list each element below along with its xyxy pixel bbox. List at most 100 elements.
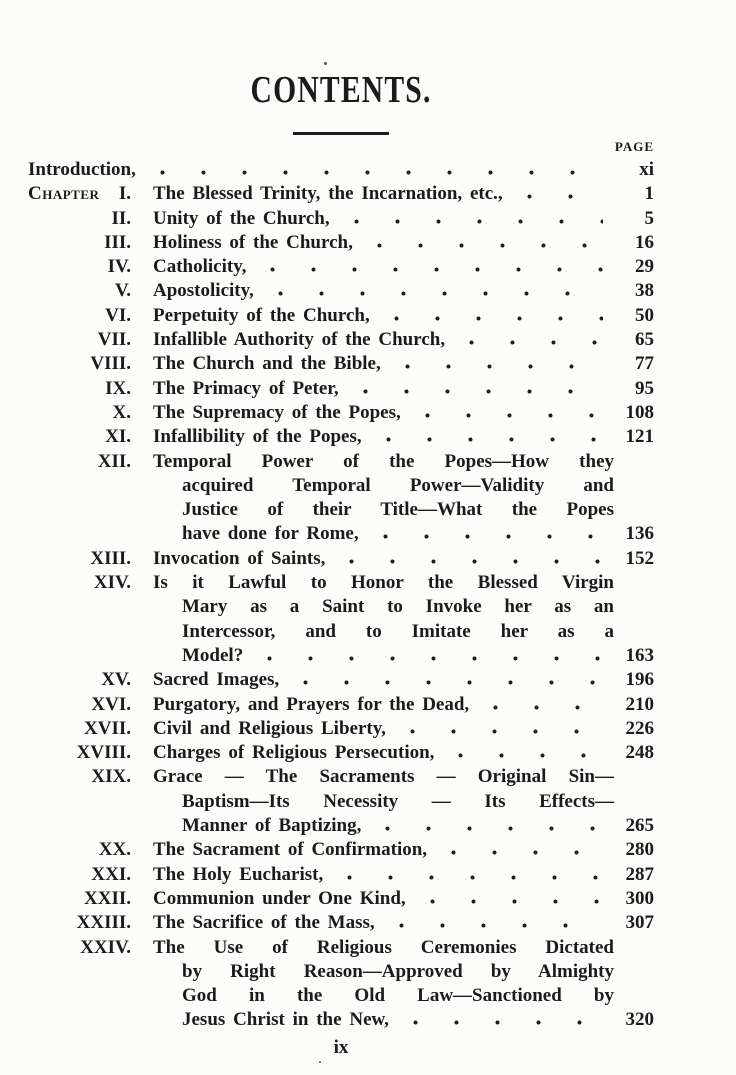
entry-line-text: Introduction,	[28, 159, 136, 180]
divider-rule	[293, 132, 389, 135]
leader-dots	[398, 1020, 603, 1026]
toc-entry: VII. Infallible Authority of the Church, 6…	[28, 328, 654, 352]
entry-body: Invocation of Saints, 152	[153, 547, 654, 571]
entry-numeral: XVI.	[91, 693, 131, 715]
toc-entry: XIV. Is it Lawful to Honor the Blessed Vi…	[28, 571, 654, 668]
entry-numeral: V.	[114, 280, 131, 302]
entry-numeral: III.	[104, 231, 131, 253]
entry-line-text: Jesus Christ in the New,	[182, 1009, 389, 1031]
entry-body: Purgatory, and Prayers for the Dead, 210	[153, 693, 654, 717]
entry-numeral: XV.	[101, 669, 131, 691]
toc-entry: II. Unity of the Church, 5	[28, 207, 654, 231]
entry-chapter-prefix: Chapter	[28, 183, 100, 205]
scan-speck	[324, 62, 327, 65]
entry-page-number: 29	[635, 256, 654, 278]
entry-last-line: Catholicity, 29	[153, 255, 654, 279]
entry-last-line: Introduction, xi	[28, 158, 654, 182]
leader-dots	[256, 267, 603, 273]
entry-last-line: The Holy Eucharist, 287	[153, 863, 654, 887]
entry-numeral-cell: II.	[28, 207, 131, 231]
entry-body: The Sacrifice of the Mass, 307	[153, 911, 654, 935]
entry-last-line: Model? 163	[153, 644, 654, 668]
entry-line: The Use of Religious Ceremonies Dictated	[153, 936, 614, 958]
toc-entry: IX. The Primacy of Peter, 95	[28, 377, 654, 401]
toc-entry: V. Apostolicity, 38	[28, 279, 654, 303]
entry-line-text: The Holy Eucharist,	[153, 863, 324, 885]
entry-line-text: Infallible Authority of the Church,	[153, 329, 446, 351]
entry-page-number: 65	[635, 329, 654, 351]
entry-line: acquired Temporal Power—Validity and	[182, 474, 614, 496]
entry-last-line: have done for Rome, 136	[153, 522, 654, 546]
entry-numeral: XXIV.	[80, 936, 131, 958]
toc-entry: XX. The Sacrament of Confirmation, 280	[28, 838, 654, 862]
leader-dots	[415, 898, 603, 904]
leader-dots	[444, 753, 603, 759]
entry-numeral: XII.	[97, 450, 131, 472]
entry-numeral-cell: XII.	[28, 450, 131, 474]
entry-page-number: 152	[625, 547, 655, 569]
leader-dots	[410, 412, 603, 418]
leader-dots	[437, 850, 603, 856]
entry-page-number: 210	[625, 693, 655, 715]
entry-line-text: Catholicity,	[153, 256, 247, 278]
entry-body: The Primacy of Peter, 95	[153, 377, 654, 401]
leader-dots	[512, 194, 603, 200]
entry-numeral-cell: XXI.	[28, 863, 131, 887]
toc-entry: IV. Catholicity, 29	[28, 255, 654, 279]
toc-entry: XVIII. Charges of Religious Persecution, 2…	[28, 741, 654, 765]
entry-numeral: XIII.	[90, 547, 131, 569]
entry-numeral-cell: X.	[28, 401, 131, 425]
entry-body: Sacred Images, 196	[153, 668, 654, 692]
entry-numeral: X.	[112, 401, 131, 423]
entry-numeral-cell: XVIII.	[28, 741, 131, 765]
toc-entry: III. Holiness of the Church, 16	[28, 231, 654, 255]
leader-dots	[390, 364, 603, 370]
page-title: CONTENTS.	[250, 69, 432, 111]
entry-numeral: XVIII.	[76, 742, 131, 764]
entry-line: Grace — The Sacraments — Original Sin—	[153, 766, 614, 788]
entry-page-number: 1	[644, 183, 655, 205]
entry-numeral-cell: XVI.	[28, 693, 131, 717]
entry-numeral-cell: III.	[28, 231, 131, 255]
entry-line-text: Purgatory, and Prayers for the Dead,	[153, 693, 470, 715]
entry-line-text: The Supremacy of the Popes,	[153, 401, 401, 423]
entry-page-number: 196	[625, 669, 655, 691]
leader-dots	[145, 170, 603, 175]
entry-line-text: The Primacy of Peter,	[153, 377, 339, 399]
entry-page-number: 265	[625, 815, 655, 837]
leader-dots	[253, 655, 603, 661]
scan-speck	[319, 1061, 321, 1063]
toc-entry: VIII. The Church and the Bible, 77	[28, 352, 654, 376]
entry-line: Intercessor, and to Imitate her as a	[182, 620, 614, 642]
text-block: CONTENTS. PAGE Introduction, xi Chapter I. T…	[0, 70, 736, 1059]
entry-line-text: Communion under One Kind,	[153, 887, 406, 909]
leader-dots	[362, 242, 603, 248]
entry-numeral: VIII.	[90, 353, 131, 375]
entry-body: The Sacrament of Confirmation, 280	[153, 838, 654, 862]
leader-dots	[335, 558, 603, 564]
entry-page-number: 287	[625, 863, 655, 885]
leader-dots	[339, 218, 603, 224]
entry-last-line: The Sacrifice of the Mass, 307	[153, 911, 654, 935]
toc-entry: Chapter I. The Blessed Trinity, the Incarn…	[28, 182, 654, 206]
toc-entry: XII. Temporal Power of the Popes—How they…	[28, 450, 654, 547]
entry-page-number: 307	[625, 912, 655, 934]
entry-numeral-cell: XXIV.	[28, 936, 131, 960]
entry-page-number: 248	[625, 742, 655, 764]
folio-page-number: ix	[333, 1036, 349, 1058]
title-row: CONTENTS.	[28, 70, 654, 110]
entry-numeral: VI.	[105, 304, 131, 326]
entry-last-line: Civil and Religious Liberty, 226	[153, 717, 654, 741]
entry-body: Grace — The Sacraments — Original Sin— Ba…	[153, 765, 654, 838]
entry-page-number: 320	[625, 1009, 655, 1031]
entry-line-text: Model?	[182, 644, 244, 666]
entry-page-number: 136	[625, 523, 655, 545]
leader-dots	[371, 826, 603, 832]
entry-last-line: Unity of the Church, 5	[153, 207, 654, 231]
toc-list: Introduction, xi Chapter I. The Blessed Trin…	[28, 158, 654, 1033]
entry-page-number: 16	[635, 231, 654, 253]
entry-line: Temporal Power of the Popes—How they	[153, 450, 614, 472]
entry-body: The Use of Religious Ceremonies Dictated…	[153, 936, 654, 1033]
leader-dots	[395, 728, 603, 734]
entry-numeral-cell: XI.	[28, 425, 131, 449]
